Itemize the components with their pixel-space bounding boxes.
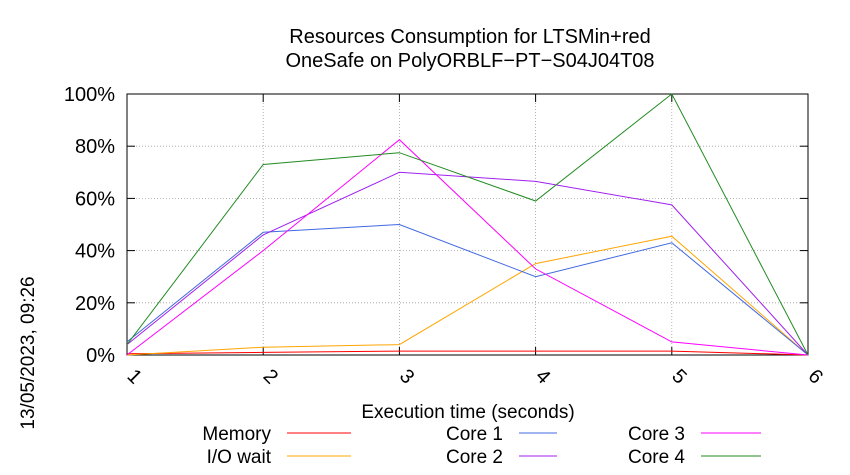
x-tick-label: 1 [123,365,146,388]
series-line-core-1 [126,223,809,356]
plot-border [126,93,809,356]
y-tick-label: 60% [75,188,115,210]
series-line-core-2 [126,171,809,356]
y-tick-label: 0% [86,345,115,367]
timestamp-side-label: 13/05/2023, 09:26 [18,276,39,429]
y-tick-label: 40% [75,241,115,263]
x-tick-label: 5 [667,365,690,388]
data-series [126,93,809,356]
axes: 0% 20% 40% 60% 80% 100% 1 2 3 4 5 6 [64,84,827,388]
y-tick-label: 80% [75,136,115,158]
legend-label: Core 4 [628,447,685,468]
chart-title-line-2: OneSafe on PolyORBLF−PT−S04J04T08 [285,50,654,72]
series-line-core-4 [126,93,809,356]
legend-label: Core 2 [446,447,503,468]
x-tick-label: 2 [259,365,282,388]
grid-lines [127,94,808,355]
legend-label: I/O wait [207,447,272,468]
x-tick-label: 4 [531,365,554,388]
chart-title-line-1: Resources Consumption for LTSMin+red [289,26,650,48]
series-line-memory [126,350,809,356]
series-line-core-3 [126,139,809,356]
legend-label: Core 3 [628,424,685,445]
x-tick-label: 6 [804,365,827,388]
y-tick-label: 20% [75,293,115,315]
y-tick-label: 100% [64,84,115,106]
series-line-i-o-wait [126,235,809,356]
legend-label: Core 1 [446,424,503,445]
legend-label: Memory [202,424,271,445]
x-axis-label: Execution time (seconds) [361,402,574,423]
x-tick-label: 3 [395,365,418,388]
